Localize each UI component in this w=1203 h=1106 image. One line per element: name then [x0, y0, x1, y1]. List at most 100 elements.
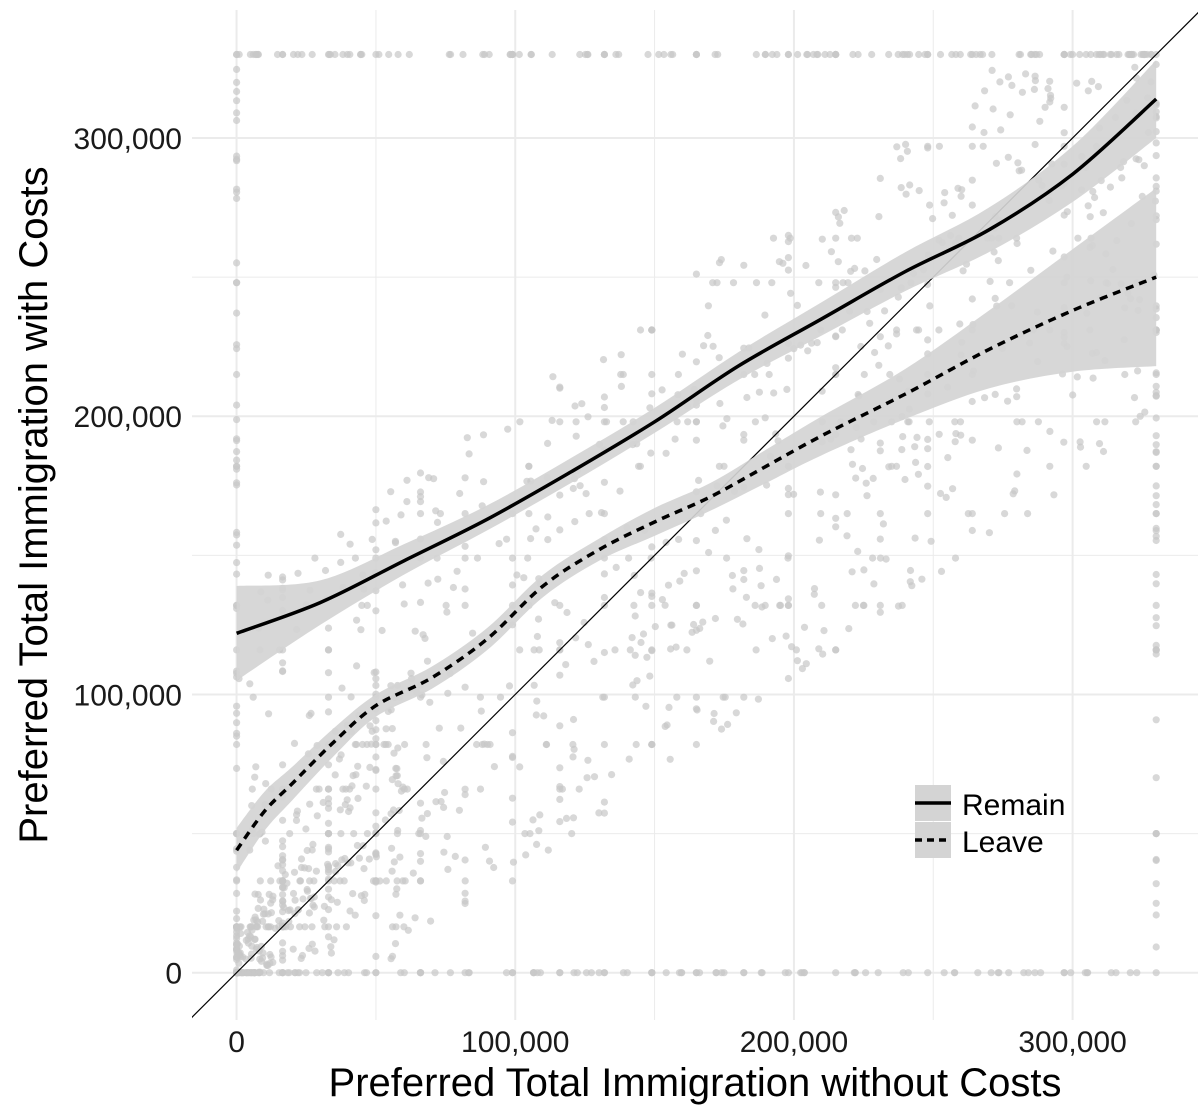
scatter-point [600, 809, 609, 817]
scatter-point [477, 707, 485, 715]
scatter-point [248, 926, 256, 934]
scatter-point [455, 806, 463, 814]
scatter-point [751, 418, 760, 426]
scatter-point [1015, 167, 1023, 175]
scatter-point [994, 444, 1003, 452]
scatter-point [692, 567, 701, 575]
scatter-point [298, 951, 307, 960]
scatter-point [331, 50, 339, 59]
scatter-point [710, 717, 718, 726]
scatter-point [296, 877, 304, 885]
scatter-point [752, 279, 761, 287]
scatter-point [1076, 438, 1084, 446]
scatter-point [233, 528, 241, 537]
scatter-point [233, 570, 241, 578]
scatter-point [252, 763, 260, 771]
scatter-point [1094, 83, 1102, 91]
scatter-point [279, 761, 287, 769]
scatter-point [372, 785, 380, 793]
scatter-point [631, 693, 639, 701]
scatter-point [391, 940, 400, 948]
scatter-point [639, 630, 648, 638]
scatter-point [372, 877, 380, 885]
scatter-point [390, 749, 398, 757]
scatter-point [251, 935, 259, 944]
scatter-point [692, 358, 701, 366]
scatter-point [418, 814, 426, 822]
scatter-point [661, 601, 669, 609]
scatter-point [854, 50, 862, 59]
scatter-point [847, 267, 855, 275]
scatter-point [502, 969, 511, 977]
scatter-point [981, 87, 989, 95]
scatter-point [443, 608, 451, 616]
scatter-point [994, 969, 1002, 977]
scatter-point [911, 534, 919, 542]
scatter-point [584, 413, 592, 421]
scatter-point [1152, 911, 1160, 919]
scatter-point [667, 50, 675, 59]
scatter-point [247, 950, 256, 958]
scatter-point [1152, 501, 1160, 509]
scatter-point [904, 969, 912, 977]
scatter-point [819, 650, 827, 658]
scatter-point [233, 907, 241, 915]
scatter-point [844, 279, 852, 287]
scatter-point [1024, 969, 1032, 977]
scatter-point [362, 969, 371, 977]
scatter-point [1082, 462, 1090, 470]
scatter-point [461, 785, 469, 793]
scatter-point [832, 208, 840, 216]
scatter-point [600, 509, 609, 518]
scatter-point [570, 745, 578, 753]
scatter-point [776, 601, 784, 610]
scatter-point [372, 822, 380, 830]
scatter-point [324, 933, 333, 941]
scatter-point [1152, 570, 1160, 579]
scatter-point [294, 906, 302, 914]
scatter-point [233, 456, 241, 464]
scatter-point [1152, 509, 1160, 518]
scatter-point [279, 573, 287, 581]
scatter-point [940, 199, 948, 207]
scatter-point [719, 422, 727, 430]
scatter-point [832, 364, 840, 372]
scatter-point [716, 399, 724, 408]
scatter-point [881, 307, 889, 315]
scatter-point [752, 50, 760, 59]
scatter-point [319, 798, 327, 807]
scatter-point [249, 693, 257, 701]
scatter-point [644, 50, 652, 59]
scatter-point [1089, 374, 1097, 382]
scatter-point [929, 215, 937, 223]
scatter-point [675, 535, 683, 544]
scatter-point [1128, 50, 1136, 59]
scatter-point [788, 643, 796, 651]
scatter-point [556, 491, 564, 499]
scatter-point [1141, 408, 1149, 416]
scatter-point [617, 370, 625, 379]
scatter-point [612, 563, 620, 572]
scatter-point [532, 711, 540, 719]
scatter-point [368, 535, 376, 544]
scatter-point [1152, 482, 1160, 490]
scatter-point [1034, 418, 1042, 426]
scatter-point [279, 939, 287, 947]
scatter-point [463, 434, 471, 442]
smooth-line-remain [235, 97, 1158, 635]
scatter-point [346, 907, 354, 915]
scatter-point [279, 867, 287, 875]
scatter-point [401, 877, 409, 885]
scatter-point [637, 638, 645, 647]
scatter-point [1016, 50, 1025, 59]
scatter-point [869, 554, 877, 562]
scatter-point [569, 753, 577, 761]
scatter-point [648, 390, 656, 398]
scatter-point [480, 478, 488, 486]
scatter-point [433, 518, 442, 527]
scatter-point [897, 184, 905, 192]
scatter-point [832, 332, 840, 340]
scatter-point [810, 590, 818, 598]
scatter-point [436, 509, 444, 518]
scatter-point [279, 908, 287, 916]
